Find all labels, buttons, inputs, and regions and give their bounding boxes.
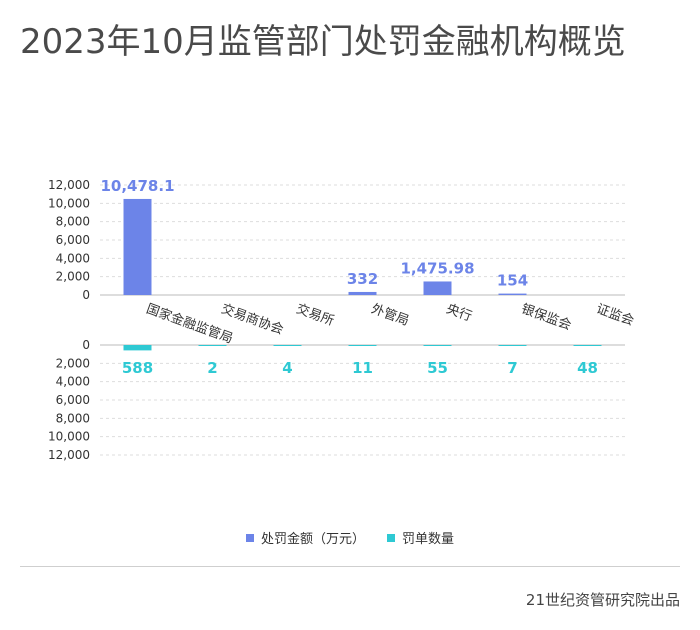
chart-area: 0 2,000 4,000 6,000 8,000 10,000 12,000 0 2,000 4… — [48, 177, 636, 462]
footer-credit: 21世纪资管研究院出品 — [525, 591, 680, 609]
y-tick-lower: 0 — [82, 338, 90, 352]
category-label: 银保监会 — [519, 302, 573, 334]
y-tick-upper: 8,000 — [56, 215, 90, 229]
data-label-amount: 332 — [347, 270, 378, 288]
data-label-count: 588 — [122, 359, 153, 377]
chart-title: 2023年10月监管部门处罚金融机构概览 — [20, 22, 626, 62]
y-tick-lower: 2,000 — [56, 356, 90, 370]
footer-divider — [20, 566, 680, 567]
bar-count — [423, 345, 452, 346]
category-label: 交易所 — [294, 301, 336, 329]
category-label: 证监会 — [594, 302, 636, 329]
bar-amount — [123, 198, 152, 295]
category-label: 央行 — [444, 302, 474, 325]
y-tick-lower: 8,000 — [56, 411, 90, 425]
data-label-amount: 10,478.1 — [100, 177, 174, 195]
y-tick-lower: 10,000 — [48, 430, 90, 444]
legend-item-count[interactable]: 罚单数量 — [387, 528, 454, 547]
y-tick-lower: 4,000 — [56, 375, 90, 389]
bar-count — [273, 345, 302, 346]
bar-count — [498, 345, 527, 346]
legend-label-count: 罚单数量 — [402, 532, 455, 547]
y-tick-lower: 6,000 — [56, 393, 90, 407]
legend-label-amount: 处罚金额（万元） — [260, 532, 365, 547]
y-tick-upper: 2,000 — [56, 270, 90, 284]
y-tick-upper: 0 — [82, 288, 90, 302]
bar-count — [573, 345, 602, 346]
bar-count — [123, 345, 152, 351]
data-label-count: 11 — [352, 359, 373, 377]
y-tick-upper: 10,000 — [48, 196, 90, 210]
legend-swatch-amount — [245, 533, 254, 542]
y-tick-lower: 12,000 — [48, 448, 90, 462]
data-label-count: 2 — [207, 359, 217, 377]
bar-amount — [498, 293, 527, 295]
data-label-count: 48 — [577, 359, 598, 377]
bar-count — [348, 345, 377, 346]
legend-item-amount[interactable]: 处罚金额（万元） — [245, 528, 365, 547]
data-label-amount: 154 — [497, 272, 528, 290]
data-label-count: 4 — [282, 359, 292, 377]
bar-amount — [348, 291, 377, 295]
y-tick-upper: 6,000 — [56, 233, 90, 247]
data-label-count: 55 — [427, 359, 448, 377]
y-tick-upper: 12,000 — [48, 178, 90, 192]
data-label-count: 7 — [507, 359, 517, 377]
bar-count — [198, 345, 227, 346]
category-label: 外管局 — [369, 302, 411, 329]
y-tick-upper: 4,000 — [56, 251, 90, 265]
legend: 处罚金额（万元） 罚单数量 — [0, 528, 700, 547]
bar-amount — [423, 281, 452, 295]
data-label-amount: 1,475.98 — [400, 259, 474, 277]
legend-swatch-count — [387, 533, 395, 542]
